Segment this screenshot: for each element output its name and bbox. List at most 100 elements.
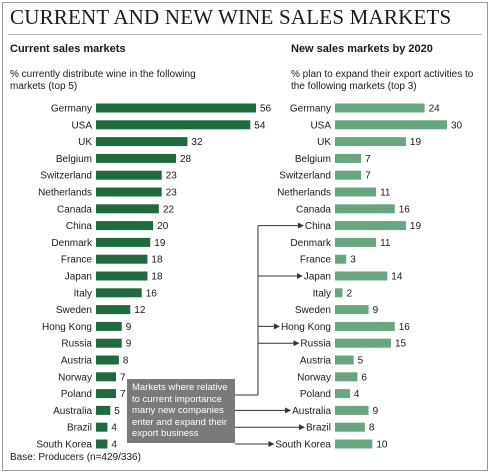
new-bar-uk (335, 137, 406, 147)
current-label-hong-kong: Hong Kong (42, 322, 92, 333)
current-bar-canada (96, 204, 159, 214)
chart-title: CURRENT AND NEW WINE SALES MARKETS (10, 5, 452, 29)
current-bar-japan (96, 271, 148, 281)
current-value-belgium: 28 (180, 154, 192, 165)
new-value-australia: 9 (373, 406, 379, 417)
current-bar-netherlands (96, 187, 162, 197)
new-label-brazil: Brazil (306, 423, 331, 434)
current-bar-australia (96, 405, 111, 415)
new-label-austria: Austria (300, 356, 332, 367)
new-label-france: France (300, 255, 332, 266)
current-label-canada: Canada (57, 204, 92, 215)
new-label-hong-kong: Hong Kong (281, 322, 331, 333)
current-value-hong-kong: 9 (126, 322, 132, 333)
new-value-italy: 2 (346, 288, 352, 299)
title-rule (8, 34, 482, 35)
new-value-uk: 19 (410, 137, 422, 148)
current-value-canada: 22 (163, 204, 175, 215)
new-bar-china (335, 221, 406, 231)
new-bar-denmark (335, 237, 377, 247)
left-panel-title: Current sales markets (10, 43, 126, 55)
new-bar-belgium (335, 153, 362, 163)
current-bar-russia (96, 338, 122, 348)
left-panel-subtitle: % currently distribute wine in the follo… (10, 69, 196, 92)
new-value-france: 3 (350, 255, 356, 266)
current-label-france: France (61, 255, 93, 266)
current-bar-austria (96, 355, 119, 365)
current-value-china: 20 (157, 221, 169, 232)
new-bar-poland (335, 389, 350, 399)
current-value-austria: 8 (123, 356, 129, 367)
current-bar-usa (96, 120, 251, 130)
new-label-norway: Norway (297, 372, 331, 383)
current-value-switzerland: 23 (166, 171, 178, 182)
new-bar-netherlands (335, 187, 377, 197)
new-label-belgium: Belgium (295, 154, 331, 165)
current-label-south-korea: South Korea (36, 440, 92, 451)
current-bar-germany (96, 103, 256, 113)
current-bar-hong-kong (96, 321, 122, 331)
new-label-uk: UK (317, 137, 331, 148)
current-label-italy: Italy (74, 288, 92, 299)
new-label-south-korea: South Korea (275, 440, 331, 451)
current-label-japan: Japan (65, 272, 92, 283)
new-bar-japan (335, 271, 388, 281)
new-label-canada: Canada (296, 204, 331, 215)
new-value-canada: 16 (399, 204, 411, 215)
current-value-russia: 9 (126, 339, 132, 350)
current-bar-belgium (96, 153, 176, 163)
current-label-russia: Russia (61, 339, 92, 350)
new-bar-south-korea (335, 439, 373, 449)
new-value-south-korea: 10 (376, 440, 388, 451)
new-bar-canada (335, 204, 395, 214)
new-bar-hong-kong (335, 321, 395, 331)
new-label-denmark: Denmark (290, 238, 332, 249)
current-label-netherlands: Netherlands (38, 188, 92, 199)
new-label-poland: Poland (300, 389, 331, 400)
footer-note: Base: Producers (n=429/336) (10, 452, 141, 463)
current-value-australia: 5 (114, 406, 120, 417)
new-value-hong-kong: 16 (399, 322, 411, 333)
current-bar-switzerland (96, 170, 162, 180)
current-bar-norway (96, 372, 116, 382)
current-bar-south-korea (96, 439, 108, 449)
new-value-belgium: 7 (365, 154, 371, 165)
new-label-sweden: Sweden (295, 305, 331, 316)
current-bar-sweden (96, 305, 131, 315)
current-label-switzerland: Switzerland (40, 171, 92, 182)
current-label-denmark: Denmark (51, 238, 93, 249)
current-label-uk: UK (78, 137, 92, 148)
new-bar-switzerland (335, 170, 362, 180)
current-value-south-korea: 4 (111, 440, 117, 451)
current-label-usa: USA (71, 120, 92, 131)
current-label-brazil: Brazil (67, 423, 92, 434)
current-value-uk: 32 (191, 137, 203, 148)
current-value-norway: 7 (120, 372, 126, 383)
callout-box: Markets where relative to current import… (127, 379, 235, 443)
new-value-russia: 15 (395, 339, 407, 350)
current-bar-france (96, 254, 148, 264)
current-bar-brazil (96, 422, 108, 432)
new-bar-sweden (335, 305, 369, 315)
new-value-japan: 14 (391, 272, 403, 283)
new-label-japan: Japan (304, 272, 331, 283)
new-label-switzerland: Switzerland (279, 171, 331, 182)
current-value-usa: 54 (254, 120, 266, 131)
current-bar-uk (96, 137, 188, 147)
current-value-france: 18 (151, 255, 163, 266)
new-value-denmark: 11 (380, 238, 391, 249)
current-label-poland: Poland (61, 389, 92, 400)
right-panel-title: New sales markets by 2020 (291, 43, 433, 55)
new-bar-australia (335, 405, 369, 415)
new-bar-brazil (335, 422, 365, 432)
new-value-china: 19 (410, 221, 422, 232)
new-label-usa: USA (310, 120, 331, 131)
current-bar-denmark (96, 237, 151, 247)
new-bar-austria (335, 355, 354, 365)
new-label-italy: Italy (313, 288, 331, 299)
current-value-brazil: 4 (111, 423, 117, 434)
new-bar-russia (335, 338, 391, 348)
new-value-usa: 30 (451, 120, 463, 131)
current-label-norway: Norway (58, 372, 92, 383)
